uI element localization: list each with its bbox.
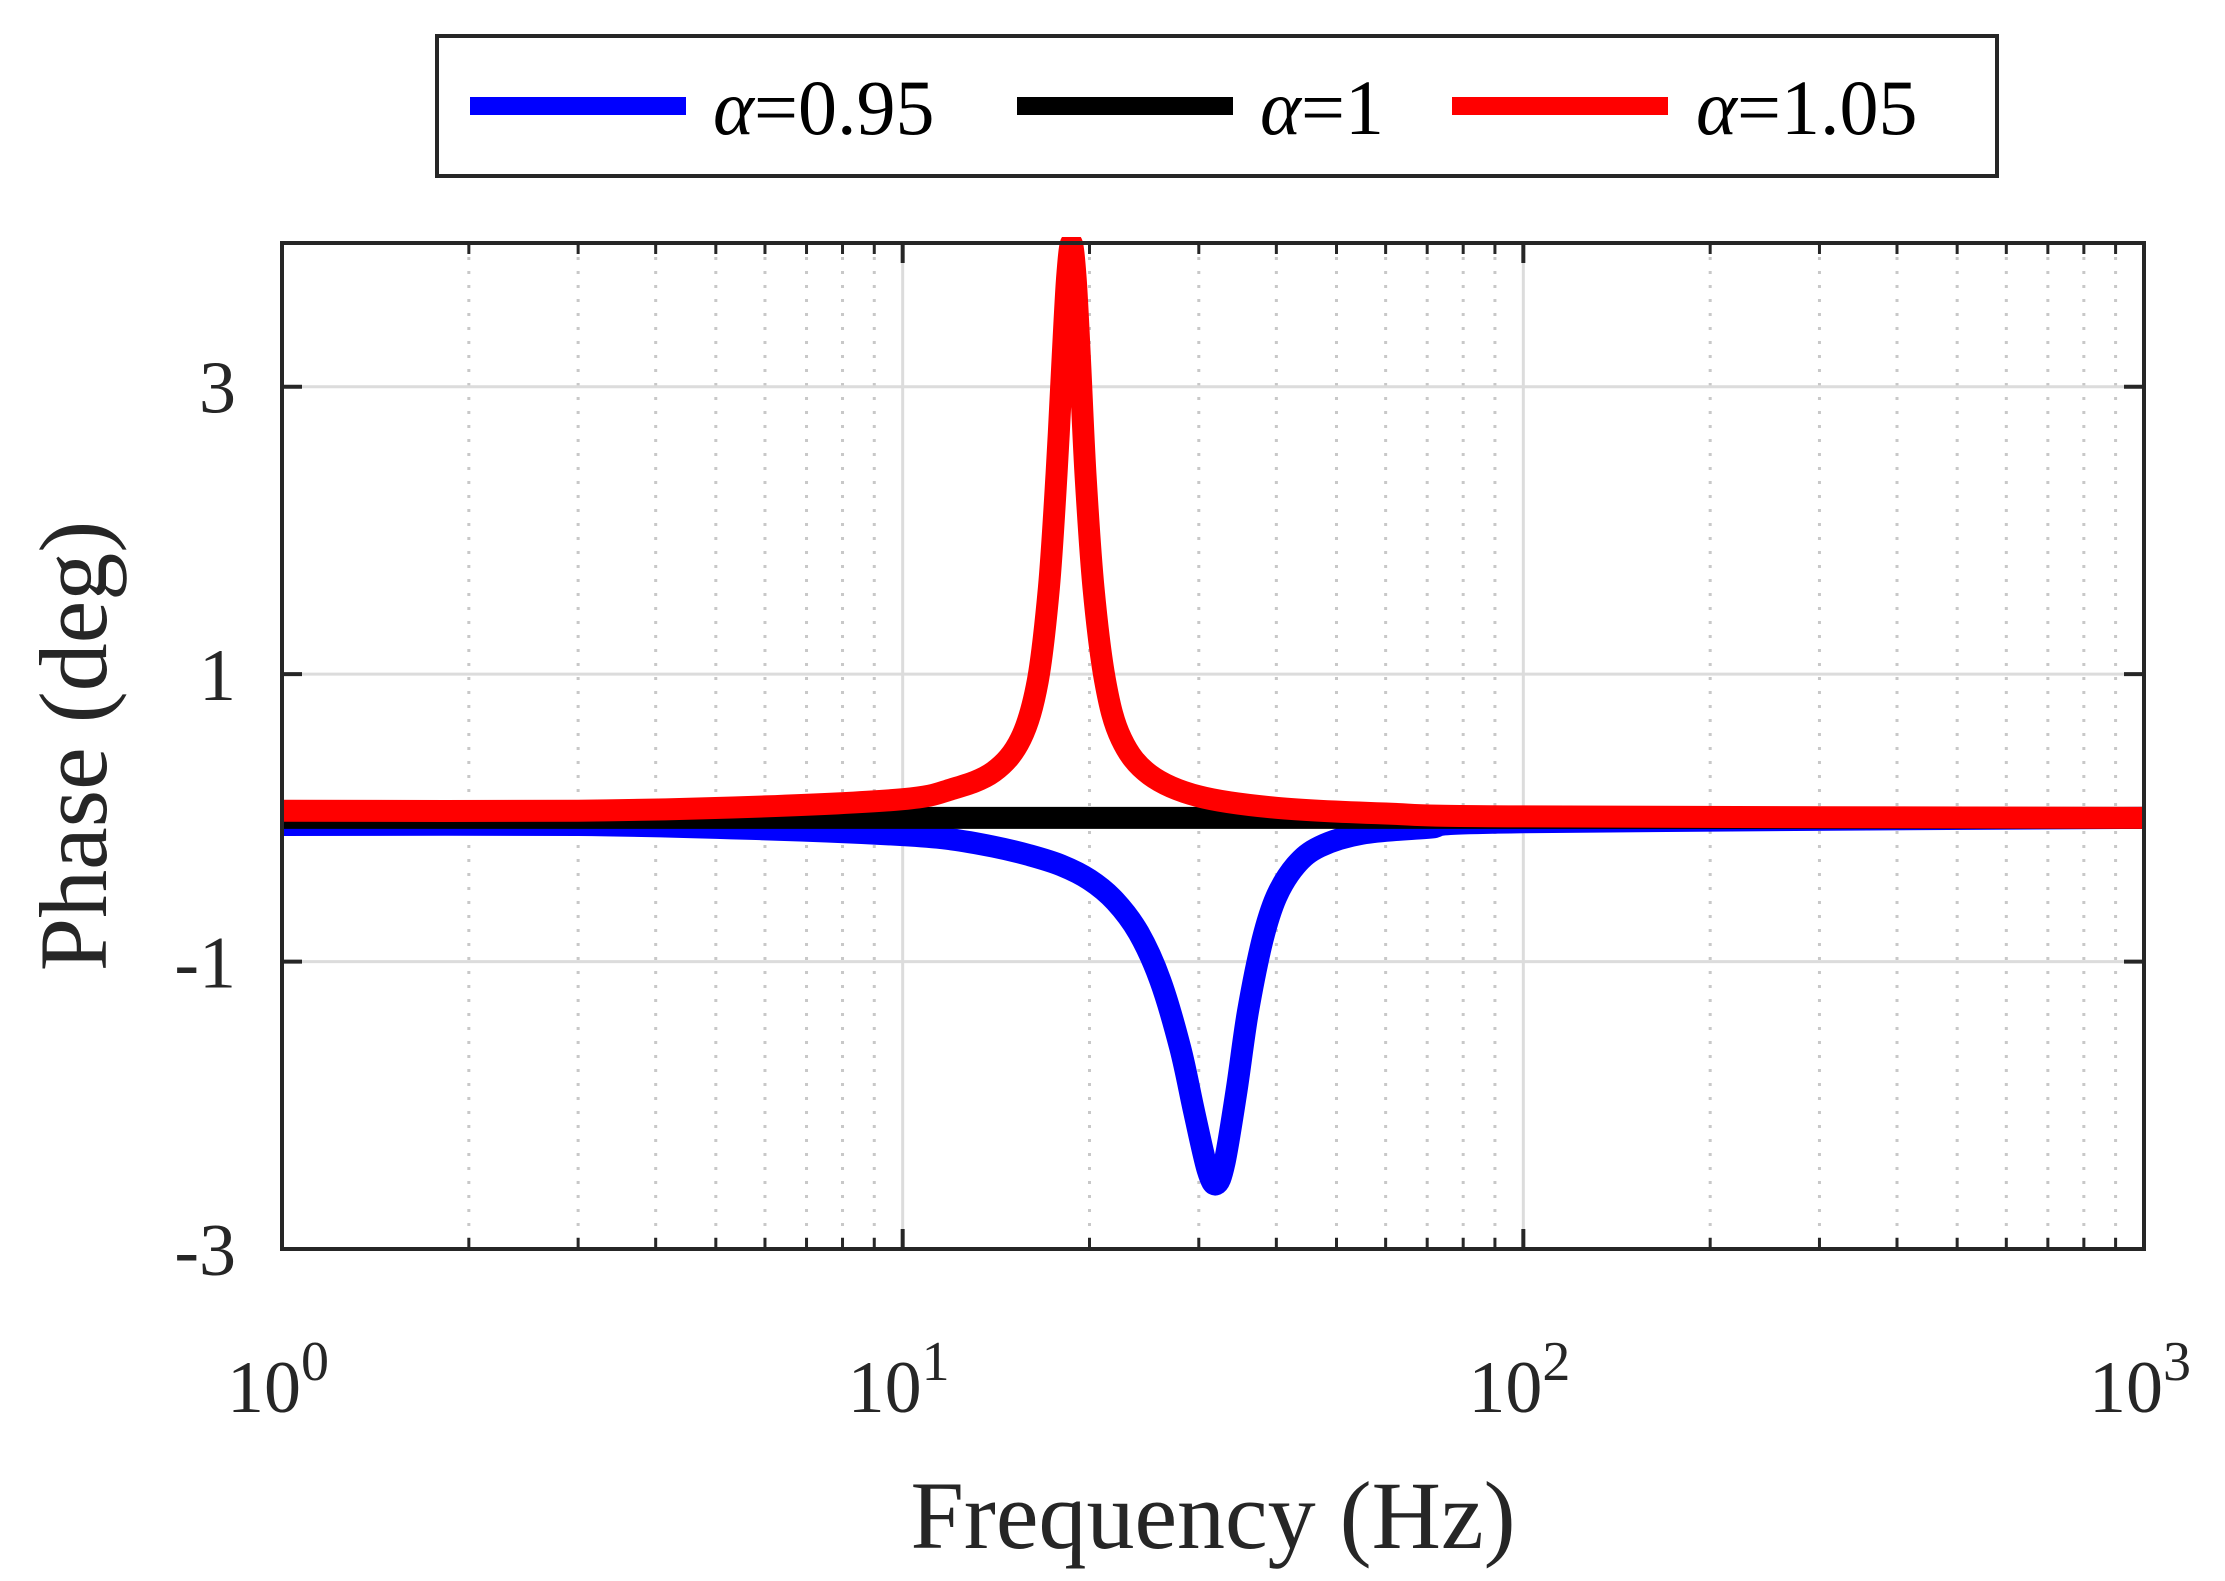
x-tick-label: 100 bbox=[227, 1331, 329, 1429]
y-axis-title: Phase (deg) bbox=[20, 521, 127, 972]
legend-label-alpha-0-95: α=0.95 bbox=[713, 64, 934, 151]
x-tick-label-base: 10 bbox=[2089, 1347, 2163, 1429]
x-tick-label: 103 bbox=[2089, 1331, 2191, 1429]
axis-ticks bbox=[280, 243, 2146, 1251]
grid bbox=[282, 243, 2144, 1249]
legend: α=0.95 α=1 α=1.05 bbox=[435, 34, 1999, 178]
x-tick-label-exponent: 3 bbox=[2163, 1331, 2191, 1393]
x-axis-title: Frequency (Hz) bbox=[910, 1462, 1515, 1569]
legend-label-alpha-1-05: α=1.05 bbox=[1696, 64, 1917, 151]
legend-alpha-value: =1 bbox=[1301, 64, 1384, 151]
y-tick-labels: -3 -1 1 3 bbox=[174, 348, 236, 1292]
legend-label-alpha-1: α=1 bbox=[1260, 64, 1384, 151]
plot-lines bbox=[282, 237, 2144, 1196]
series-line-2 bbox=[282, 237, 2144, 829]
series-line-0 bbox=[282, 806, 2144, 1196]
y-tick-label: 1 bbox=[199, 635, 236, 717]
y-tick-label: -3 bbox=[174, 1210, 236, 1292]
x-tick-label-base: 10 bbox=[1468, 1347, 1542, 1429]
x-tick-labels: 100 101 102 103 bbox=[227, 1331, 2191, 1429]
y-tick-label: 3 bbox=[199, 348, 236, 430]
x-tick-label-exponent: 1 bbox=[922, 1331, 950, 1393]
y-tick-label: -1 bbox=[174, 923, 236, 1005]
x-tick-label-base: 10 bbox=[227, 1347, 301, 1429]
x-tick-label-exponent: 2 bbox=[1542, 1331, 1570, 1393]
x-tick-label: 102 bbox=[1468, 1331, 1570, 1429]
legend-alpha-symbol: α bbox=[1696, 64, 1739, 151]
plot-frame bbox=[280, 241, 2146, 1251]
legend-alpha-value: =0.95 bbox=[754, 64, 935, 151]
x-tick-label-exponent: 0 bbox=[301, 1331, 329, 1393]
x-tick-label: 101 bbox=[848, 1331, 950, 1429]
legend-alpha-symbol: α bbox=[1260, 64, 1303, 151]
x-tick-label-base: 10 bbox=[848, 1347, 922, 1429]
legend-alpha-symbol: α bbox=[713, 64, 756, 151]
legend-alpha-value: =1.05 bbox=[1737, 64, 1918, 151]
